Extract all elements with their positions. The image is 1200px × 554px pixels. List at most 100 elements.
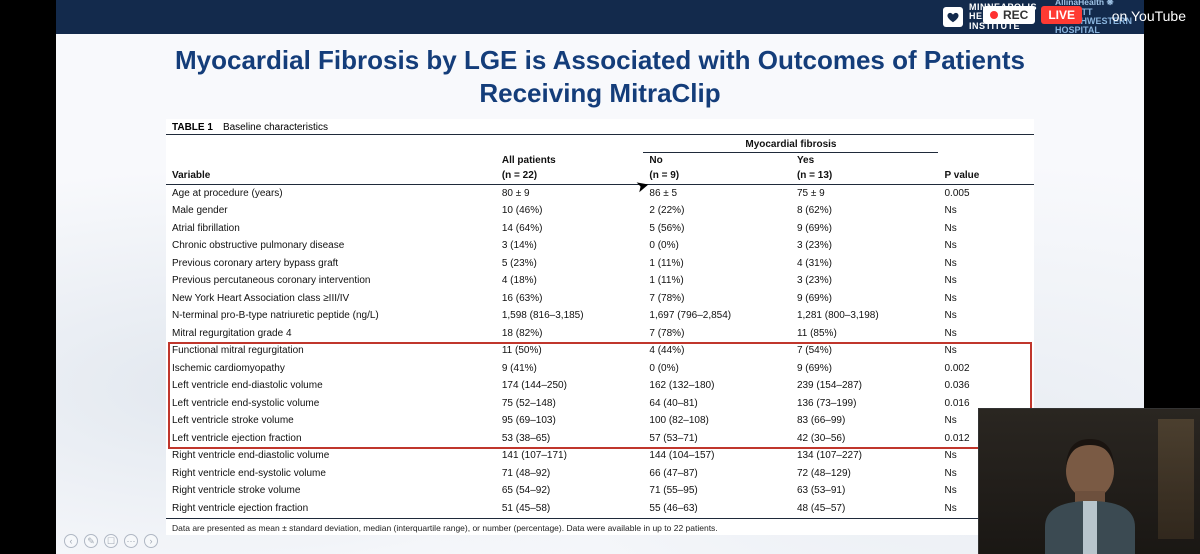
table-cell: 174 (144–250) [496,378,644,396]
webcam-pip[interactable] [978,408,1200,554]
cc-button[interactable]: ☐ [104,534,118,548]
table-cell: 86 ± 5 [643,185,791,203]
table-caption: TABLE 1 Baseline characteristics [166,119,1034,135]
table-row: Functional mitral regurgitation11 (50%)4… [166,343,1034,361]
presenter-silhouette [1025,431,1155,554]
table-row: Previous coronary artery bypass graft5 (… [166,255,1034,273]
pen-button[interactable]: ✎ [84,534,98,548]
table-cell: 0.005 [938,185,1034,203]
table-cell: Mitral regurgitation grade 4 [166,325,496,343]
table-row: Mitral regurgitation grade 418 (82%)7 (7… [166,325,1034,343]
table-cell: 8 (62%) [791,203,939,221]
slide-title: Myocardial Fibrosis by LGE is Associated… [116,44,1084,109]
table-cell: 4 (31%) [791,255,939,273]
th-no-n: (n = 9) [643,168,791,185]
table-cell: Chronic obstructive pulmonary disease [166,238,496,256]
table-caption-text: Baseline characteristics [223,122,328,133]
table-cell: 51 (45–58) [496,500,644,518]
table-cell: 4 (18%) [496,273,644,291]
live-badge: LIVE [1041,6,1082,24]
table-cell: 71 (48–92) [496,465,644,483]
table-cell: 42 (30–56) [791,430,939,448]
table-cell: N-terminal pro-B-type natriuretic peptid… [166,308,496,326]
th-no: No [643,153,791,169]
table-cell: Right ventricle stroke volume [166,483,496,501]
th-yes: Yes [791,153,939,169]
live-text: LIVE [1048,8,1075,22]
table-cell: 48 (45–57) [791,500,939,518]
heart-icon [943,7,963,27]
th-variable: Variable [166,168,496,185]
table-cell: 64 (40–81) [643,395,791,413]
table-row: Previous percutaneous coronary intervent… [166,273,1034,291]
table-row: Right ventricle ejection fraction51 (45–… [166,500,1034,518]
table-cell: 9 (69%) [791,360,939,378]
table-cell: 0.002 [938,360,1034,378]
table-cell: 1 (11%) [643,255,791,273]
prev-slide-button[interactable]: ‹ [64,534,78,548]
table-cell: 136 (73–199) [791,395,939,413]
table-cell: Male gender [166,203,496,221]
table-cell: 1,281 (800–3,198) [791,308,939,326]
table-cell: Previous coronary artery bypass graft [166,255,496,273]
table-cell: Left ventricle end-diastolic volume [166,378,496,396]
table-cell: 141 (107–171) [496,448,644,466]
next-slide-button[interactable]: › [144,534,158,548]
table-cell: Ns [938,255,1034,273]
table-row: Age at procedure (years)80 ± 986 ± 575 ±… [166,185,1034,203]
more-button[interactable]: ⋯ [124,534,138,548]
table-cell: 134 (107–227) [791,448,939,466]
table-cell: Ns [938,203,1034,221]
table-cell: 5 (23%) [496,255,644,273]
table-row: Right ventricle end-diastolic volume141 … [166,448,1034,466]
table-cell: Right ventricle end-diastolic volume [166,448,496,466]
table-cell: 14 (64%) [496,220,644,238]
table-cell: Ns [938,308,1034,326]
table-row: Chronic obstructive pulmonary disease3 (… [166,238,1034,256]
table-row: Ischemic cardiomyopathy9 (41%)0 (0%)9 (6… [166,360,1034,378]
table-row: Right ventricle end-systolic volume71 (4… [166,465,1034,483]
table-cell: 7 (54%) [791,343,939,361]
table-cell: 63 (53–91) [791,483,939,501]
table-cell: 71 (55–95) [643,483,791,501]
table-cell: 7 (78%) [643,325,791,343]
pip-shelf [1158,419,1194,539]
stream-status: REC LIVE [983,6,1082,24]
table-cell: 239 (154–287) [791,378,939,396]
th-p: P value [938,168,1034,185]
th-all-n: (n = 22) [496,168,644,185]
table-cell: 10 (46%) [496,203,644,221]
table-cell: Right ventricle ejection fraction [166,500,496,518]
table-cell: 75 ± 9 [791,185,939,203]
rec-dot-icon [990,11,998,19]
table-cell: 95 (69–103) [496,413,644,431]
table-row: Right ventricle stroke volume65 (54–92)7… [166,483,1034,501]
slide-topbar: MINNEAPOLIS HEART INSTITUTE AllinaHealth… [56,0,1144,34]
table-cell: 11 (85%) [791,325,939,343]
table-cell: Ns [938,343,1034,361]
table-cell: Right ventricle end-systolic volume [166,465,496,483]
table-cell: 9 (41%) [496,360,644,378]
table-cell: New York Heart Association class ≥III/IV [166,290,496,308]
table-cell: 9 (69%) [791,220,939,238]
slide-title-wrap: Myocardial Fibrosis by LGE is Associated… [56,34,1144,115]
table-cell: 3 (14%) [496,238,644,256]
table-cell: 5 (56%) [643,220,791,238]
table-row: Male gender10 (46%)2 (22%)8 (62%)Ns [166,203,1034,221]
table-cell: 16 (63%) [496,290,644,308]
table-cell: 83 (66–99) [791,413,939,431]
table-cell: Ns [938,273,1034,291]
table-cell: Left ventricle end-systolic volume [166,395,496,413]
table-row: N-terminal pro-B-type natriuretic peptid… [166,308,1034,326]
table-cell: 100 (82–108) [643,413,791,431]
table-cell: 0.036 [938,378,1034,396]
table-cell: Ischemic cardiomyopathy [166,360,496,378]
table-cell: 80 ± 9 [496,185,644,203]
table-container: TABLE 1 Baseline characteristics Myocard… [166,119,1034,535]
table-cell: 7 (78%) [643,290,791,308]
table-cell: 55 (46–63) [643,500,791,518]
table-row: Left ventricle end-diastolic volume174 (… [166,378,1034,396]
table-cell: 75 (52–148) [496,395,644,413]
table-cell: Left ventricle ejection fraction [166,430,496,448]
table-row: Left ventricle stroke volume95 (69–103)1… [166,413,1034,431]
